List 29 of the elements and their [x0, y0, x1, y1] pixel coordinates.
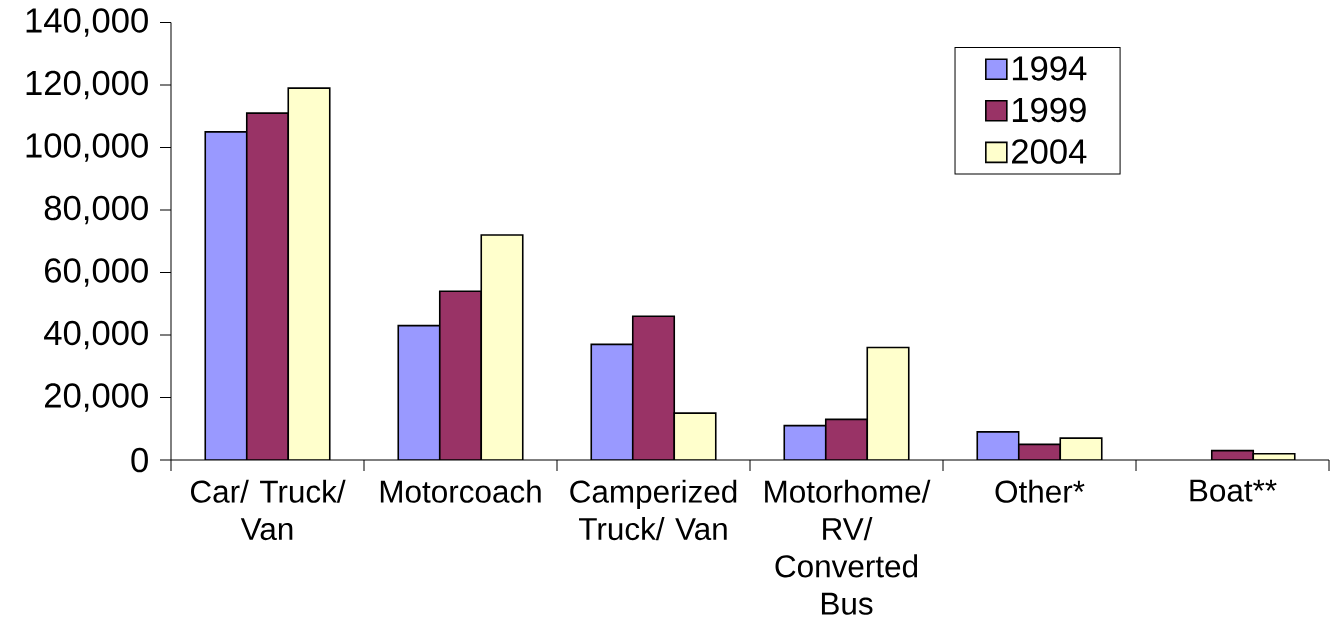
x-tick-label: Other*	[995, 479, 1085, 503]
x-tick-label: Camperized Truck/ Van	[570, 479, 737, 541]
x-tick-label: Car/ Truck/ Van	[191, 479, 346, 541]
y-tick-label: 0	[131, 447, 148, 473]
y-tick-label: 60,000	[45, 258, 148, 287]
y-tick-label: 100,000	[26, 133, 148, 162]
bar	[631, 315, 676, 460]
bar	[590, 343, 634, 460]
y-tick-label: 80,000	[44, 195, 148, 225]
legend-label: 1999	[1012, 97, 1086, 123]
bar	[287, 87, 331, 460]
y-tick-label: 40,000	[44, 320, 148, 350]
bar	[438, 290, 483, 460]
bar	[866, 346, 910, 460]
x-tick-label: Motorcoach	[380, 479, 541, 503]
legend-label: 2004	[1012, 139, 1087, 164]
x-tick-label: Motorhome/ RV/ Converted Bus	[765, 479, 931, 615]
bar	[245, 112, 290, 460]
bar	[480, 234, 524, 460]
y-tick-label: 120,000	[26, 70, 148, 100]
bar	[783, 424, 827, 460]
y-tick-label: 20,000	[44, 383, 148, 412]
legend-label: 1994	[1012, 56, 1087, 81]
bar	[824, 418, 869, 460]
bar	[204, 131, 248, 460]
y-tick-label: 140,000	[26, 8, 148, 37]
x-tick-label: Boat**	[1190, 479, 1277, 502]
bar	[673, 412, 717, 460]
bar	[397, 324, 441, 460]
